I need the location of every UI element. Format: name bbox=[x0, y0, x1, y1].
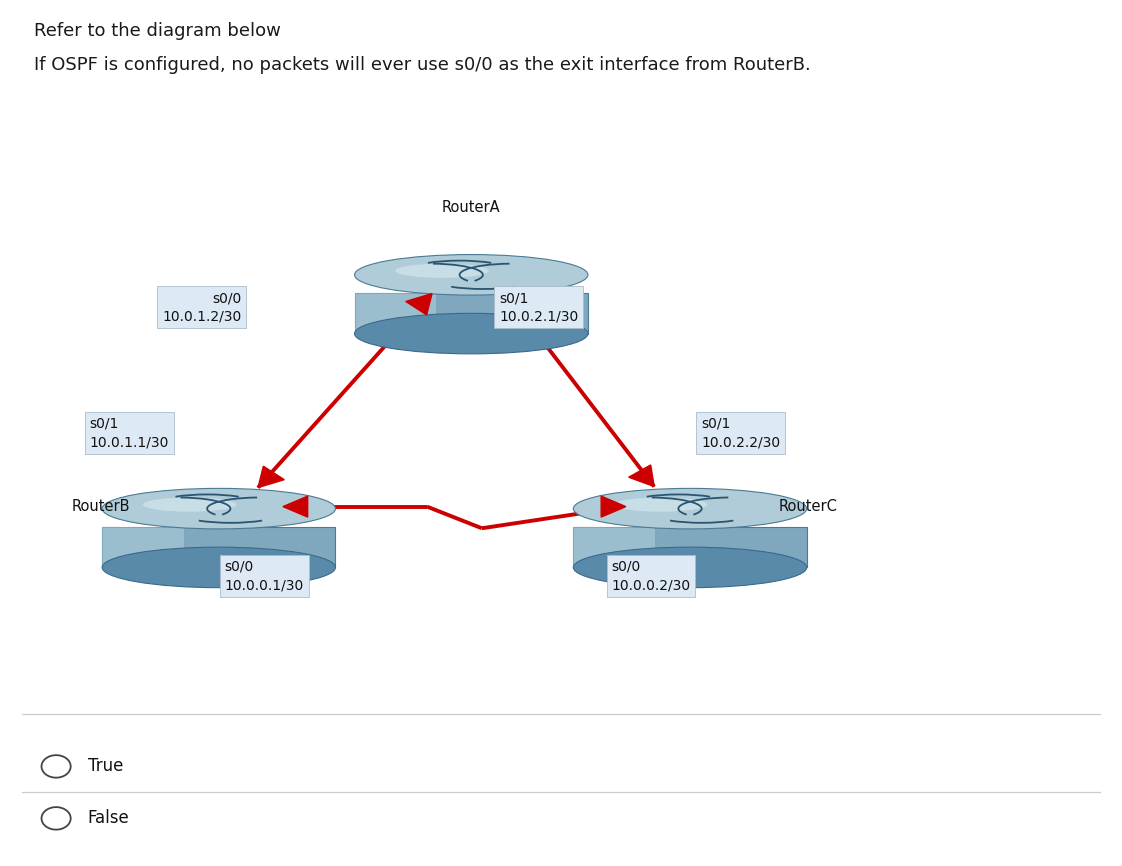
Polygon shape bbox=[355, 293, 436, 333]
Text: s0/0
10.0.0.1/30: s0/0 10.0.0.1/30 bbox=[224, 559, 304, 592]
Ellipse shape bbox=[102, 547, 335, 588]
Ellipse shape bbox=[102, 488, 335, 529]
Polygon shape bbox=[102, 527, 184, 567]
Polygon shape bbox=[283, 496, 307, 517]
Ellipse shape bbox=[573, 488, 807, 529]
Text: If OSPF is configured, no packets will ever use s0/0 as the exit interface from : If OSPF is configured, no packets will e… bbox=[34, 56, 810, 74]
Text: s0/0
10.0.0.2/30: s0/0 10.0.0.2/30 bbox=[611, 559, 691, 592]
Polygon shape bbox=[355, 293, 588, 333]
Text: Refer to the diagram below: Refer to the diagram below bbox=[34, 22, 280, 40]
Text: True: True bbox=[88, 758, 123, 775]
Polygon shape bbox=[601, 496, 626, 517]
Ellipse shape bbox=[614, 497, 708, 512]
Ellipse shape bbox=[355, 255, 588, 295]
Text: s0/1
10.0.1.1/30: s0/1 10.0.1.1/30 bbox=[90, 417, 169, 449]
Ellipse shape bbox=[573, 547, 807, 588]
Polygon shape bbox=[573, 527, 655, 567]
Text: s0/1
10.0.2.1/30: s0/1 10.0.2.1/30 bbox=[499, 291, 579, 324]
Polygon shape bbox=[573, 527, 807, 567]
Ellipse shape bbox=[395, 263, 489, 278]
Ellipse shape bbox=[355, 313, 588, 354]
Polygon shape bbox=[628, 465, 654, 487]
Text: RouterB: RouterB bbox=[72, 499, 130, 514]
Text: False: False bbox=[88, 810, 129, 827]
Text: RouterA: RouterA bbox=[442, 200, 500, 216]
Ellipse shape bbox=[142, 497, 237, 512]
Polygon shape bbox=[102, 527, 335, 567]
Polygon shape bbox=[406, 294, 432, 315]
Polygon shape bbox=[258, 466, 284, 488]
Text: s0/1
10.0.2.2/30: s0/1 10.0.2.2/30 bbox=[701, 417, 781, 449]
Polygon shape bbox=[507, 294, 533, 316]
Text: RouterC: RouterC bbox=[779, 499, 837, 514]
Text: s0/0
10.0.1.2/30: s0/0 10.0.1.2/30 bbox=[162, 291, 241, 324]
